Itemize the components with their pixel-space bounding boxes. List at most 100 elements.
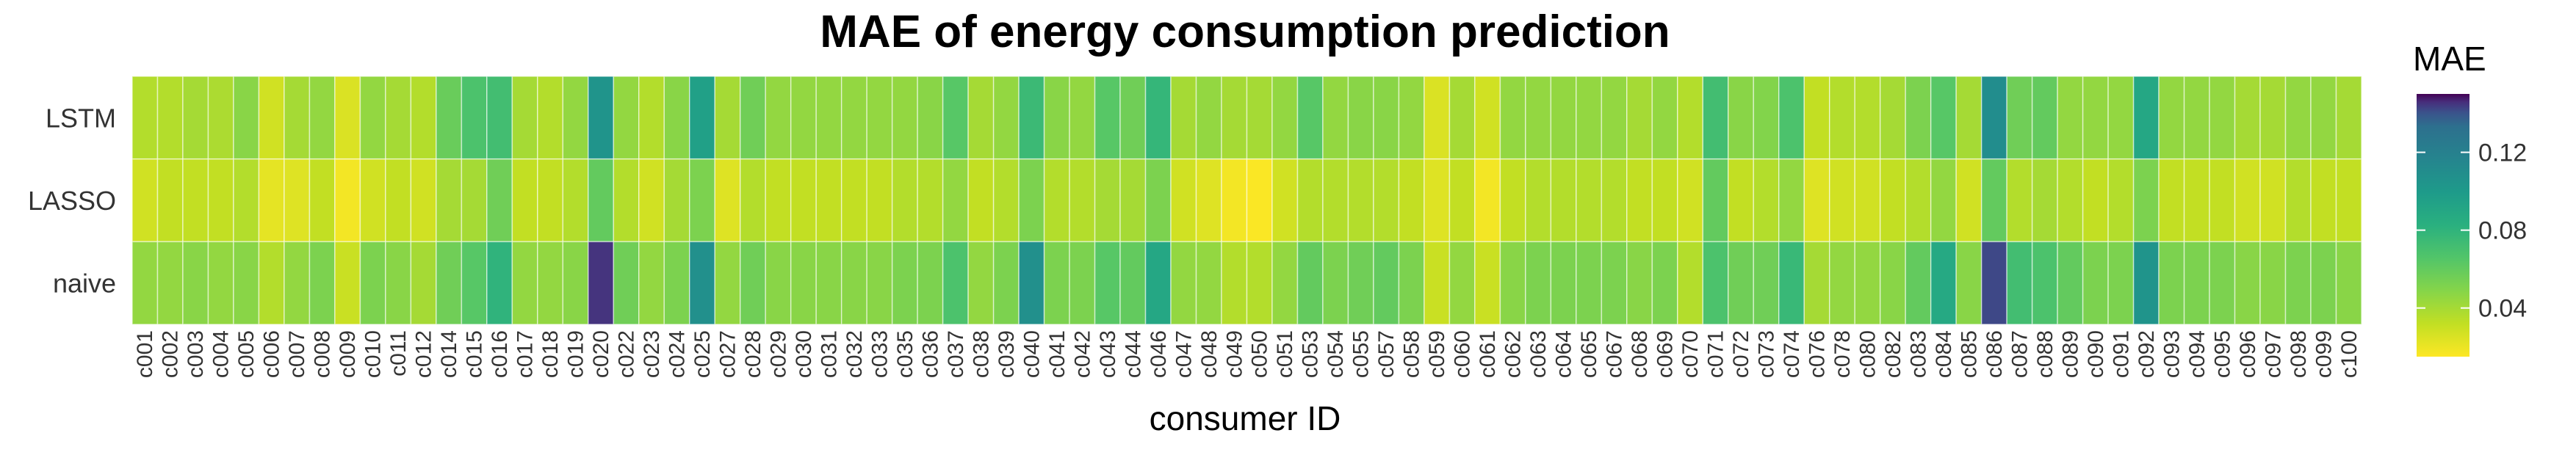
heatmap-cell-lasso-c025 bbox=[689, 158, 715, 243]
heatmap-cell-lstm-c023 bbox=[638, 76, 665, 160]
heatmap-cell-naive-c050 bbox=[1246, 241, 1273, 325]
x-tick-label: c008 bbox=[311, 330, 335, 378]
heatmap-cell-lstm-c050 bbox=[1246, 76, 1273, 160]
heatmap-cell-lasso-c006 bbox=[258, 158, 285, 243]
heatmap-cell-lstm-c064 bbox=[1550, 76, 1577, 160]
heatmap-cell-lstm-c044 bbox=[1119, 76, 1147, 160]
x-tick-label: c019 bbox=[564, 330, 588, 378]
heatmap-cell-lasso-c018 bbox=[537, 158, 564, 243]
heatmap-cell-lstm-c097 bbox=[2259, 76, 2287, 160]
heatmap-cell-naive-c071 bbox=[1702, 241, 1729, 325]
heatmap-cell-naive-c094 bbox=[2183, 241, 2210, 325]
heatmap-cell-lasso-c003 bbox=[182, 158, 209, 243]
heatmap-cell-lasso-c096 bbox=[2234, 158, 2261, 243]
x-tick-label: c030 bbox=[792, 330, 816, 378]
heatmap-cell-naive-c010 bbox=[359, 241, 386, 325]
heatmap-cell-naive-c068 bbox=[1626, 241, 1653, 325]
heatmap-cell-naive-c035 bbox=[891, 241, 918, 325]
x-tick-label: c089 bbox=[2058, 330, 2082, 378]
heatmap-cell-lasso-c051 bbox=[1271, 158, 1299, 243]
heatmap-cell-lstm-c086 bbox=[1980, 76, 2007, 160]
x-tick-label: c007 bbox=[285, 330, 309, 378]
heatmap-cell-lasso-c067 bbox=[1601, 158, 1628, 243]
y-tick-label: LASSO bbox=[28, 186, 116, 216]
heatmap-cell-lasso-c094 bbox=[2183, 158, 2210, 243]
heatmap-cell-lstm-c005 bbox=[233, 76, 260, 160]
heatmap-cell-lasso-c074 bbox=[1778, 158, 1805, 243]
x-tick-label: c040 bbox=[1020, 330, 1044, 378]
heatmap-cell-naive-c029 bbox=[765, 241, 792, 325]
heatmap-cell-naive-c018 bbox=[537, 241, 564, 325]
heatmap-cell-naive-c073 bbox=[1753, 241, 1780, 325]
heatmap-cell-lstm-c030 bbox=[790, 76, 817, 160]
x-tick-label: c039 bbox=[995, 330, 1019, 378]
heatmap-cell-lstm-c087 bbox=[2006, 76, 2033, 160]
heatmap-cell-naive-c098 bbox=[2284, 241, 2312, 325]
heatmap-cell-lasso-c002 bbox=[156, 158, 184, 243]
x-tick-label: c011 bbox=[386, 330, 411, 376]
heatmap-cell-lasso-c072 bbox=[1728, 158, 1755, 243]
heatmap-cell-naive-c049 bbox=[1221, 241, 1248, 325]
heatmap-cell-lstm-c002 bbox=[156, 76, 184, 160]
chart-title: MAE of energy consumption prediction bbox=[820, 7, 1670, 57]
heatmap-cell-lasso-c083 bbox=[1905, 158, 1932, 243]
heatmap-cell-lasso-c044 bbox=[1119, 158, 1147, 243]
colorbar-gradient bbox=[2417, 94, 2469, 357]
heatmap-cell-naive-c024 bbox=[663, 241, 690, 325]
heatmap-cell-lasso-c036 bbox=[917, 158, 944, 243]
heatmap-cell-naive-c065 bbox=[1576, 241, 1603, 325]
heatmap-cell-naive-c043 bbox=[1094, 241, 1121, 325]
heatmap-cell-naive-c084 bbox=[1930, 241, 1957, 325]
x-tick-label: c093 bbox=[2160, 330, 2184, 378]
x-tick-label: c090 bbox=[2084, 330, 2108, 378]
heatmap-cell-naive-c051 bbox=[1271, 241, 1299, 325]
heatmap-cell-naive-c089 bbox=[2057, 241, 2084, 325]
heatmap-cell-lstm-c067 bbox=[1601, 76, 1628, 160]
heatmap-cell-naive-c064 bbox=[1550, 241, 1577, 325]
heatmap-cell-lasso-c024 bbox=[663, 158, 690, 243]
heatmap-cell-naive-c030 bbox=[790, 241, 817, 325]
heatmap-cell-lasso-c007 bbox=[284, 158, 311, 243]
heatmap-cell-lasso-c023 bbox=[638, 158, 665, 243]
heatmap-cell-naive-c097 bbox=[2259, 241, 2287, 325]
x-tick-label: c038 bbox=[969, 330, 993, 378]
x-tick-label: c023 bbox=[640, 330, 664, 378]
x-tick-label: c068 bbox=[1628, 330, 1652, 378]
heatmap-cell-naive-c019 bbox=[562, 241, 589, 325]
heatmap-cell-lstm-c019 bbox=[562, 76, 589, 160]
heatmap-cell-lstm-c058 bbox=[1398, 76, 1425, 160]
x-tick-label: c014 bbox=[437, 330, 461, 378]
x-tick-label: c048 bbox=[1197, 330, 1222, 378]
x-tick-label: c046 bbox=[1147, 330, 1171, 378]
heatmap-cell-naive-c092 bbox=[2132, 241, 2160, 325]
heatmap-cell-naive-c055 bbox=[1347, 241, 1374, 325]
x-tick-label: c018 bbox=[538, 330, 563, 378]
heatmap-cell-lstm-c008 bbox=[309, 76, 336, 160]
heatmap-cell-lasso-c046 bbox=[1144, 158, 1172, 243]
heatmap-cell-lstm-c022 bbox=[613, 76, 640, 160]
x-tick-label: c073 bbox=[1755, 330, 1779, 378]
heatmap-cell-naive-c037 bbox=[942, 241, 969, 325]
x-tick-label: c067 bbox=[1603, 330, 1627, 378]
heatmap-cell-naive-c067 bbox=[1601, 241, 1628, 325]
heatmap-cell-lstm-c009 bbox=[334, 76, 361, 160]
heatmap-cell-lasso-c029 bbox=[765, 158, 792, 243]
heatmap-cell-naive-c072 bbox=[1728, 241, 1755, 325]
heatmap-cell-lasso-c090 bbox=[2082, 158, 2109, 243]
heatmap-cell-lasso-c037 bbox=[942, 158, 969, 243]
heatmap-cell-lasso-c035 bbox=[891, 158, 918, 243]
heatmap-cell-lasso-c017 bbox=[511, 158, 538, 243]
heatmap-cell-lasso-c093 bbox=[2158, 158, 2185, 243]
heatmap-cell-naive-c061 bbox=[1474, 241, 1501, 325]
heatmap-cell-naive-c009 bbox=[334, 241, 361, 325]
heatmap-cell-lstm-c099 bbox=[2310, 76, 2337, 160]
x-tick-label: c001 bbox=[133, 330, 157, 378]
heatmap-cell-naive-c095 bbox=[2209, 241, 2236, 325]
colorbar-tick-label: 0.08 bbox=[2478, 217, 2527, 245]
heatmap-cell-naive-c086 bbox=[1980, 241, 2007, 325]
x-tick-label: c096 bbox=[2236, 330, 2260, 378]
heatmap-cell-lstm-c037 bbox=[942, 76, 969, 160]
x-tick-label: c055 bbox=[1349, 330, 1374, 378]
heatmap-cell-lasso-c028 bbox=[739, 158, 766, 243]
